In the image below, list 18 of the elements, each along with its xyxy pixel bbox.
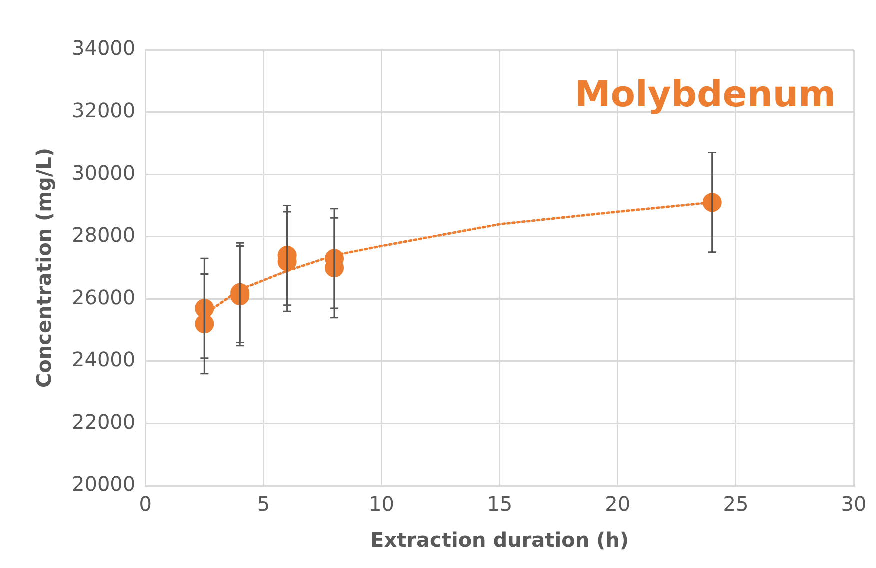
text: Molybdenum [574,74,836,116]
x-tick-label: 15 [487,492,513,516]
x-axis-title: Extraction duration (h) [370,528,630,552]
y-axis-title: Concentration (mg/L) [32,148,56,388]
y-tick-label: 34000 [72,36,136,60]
y-tick-label: 30000 [72,160,136,185]
x-tick-label: 30 [841,492,867,516]
y-tick-label: 24000 [72,348,136,372]
y-tick-label: 20000 [72,472,136,496]
x-tick-label: 0 [139,492,152,516]
x-tick-label: 10 [369,492,394,516]
x-tick-label: 25 [723,492,749,516]
y-tick-label: 22000 [72,410,136,434]
x-tick-label: 5 [257,492,270,516]
y-tick-label: 26000 [72,285,136,310]
y-tick-label: 32000 [72,98,136,122]
y-tick-label: 28000 [72,223,136,248]
x-tick-label: 20 [605,492,631,516]
